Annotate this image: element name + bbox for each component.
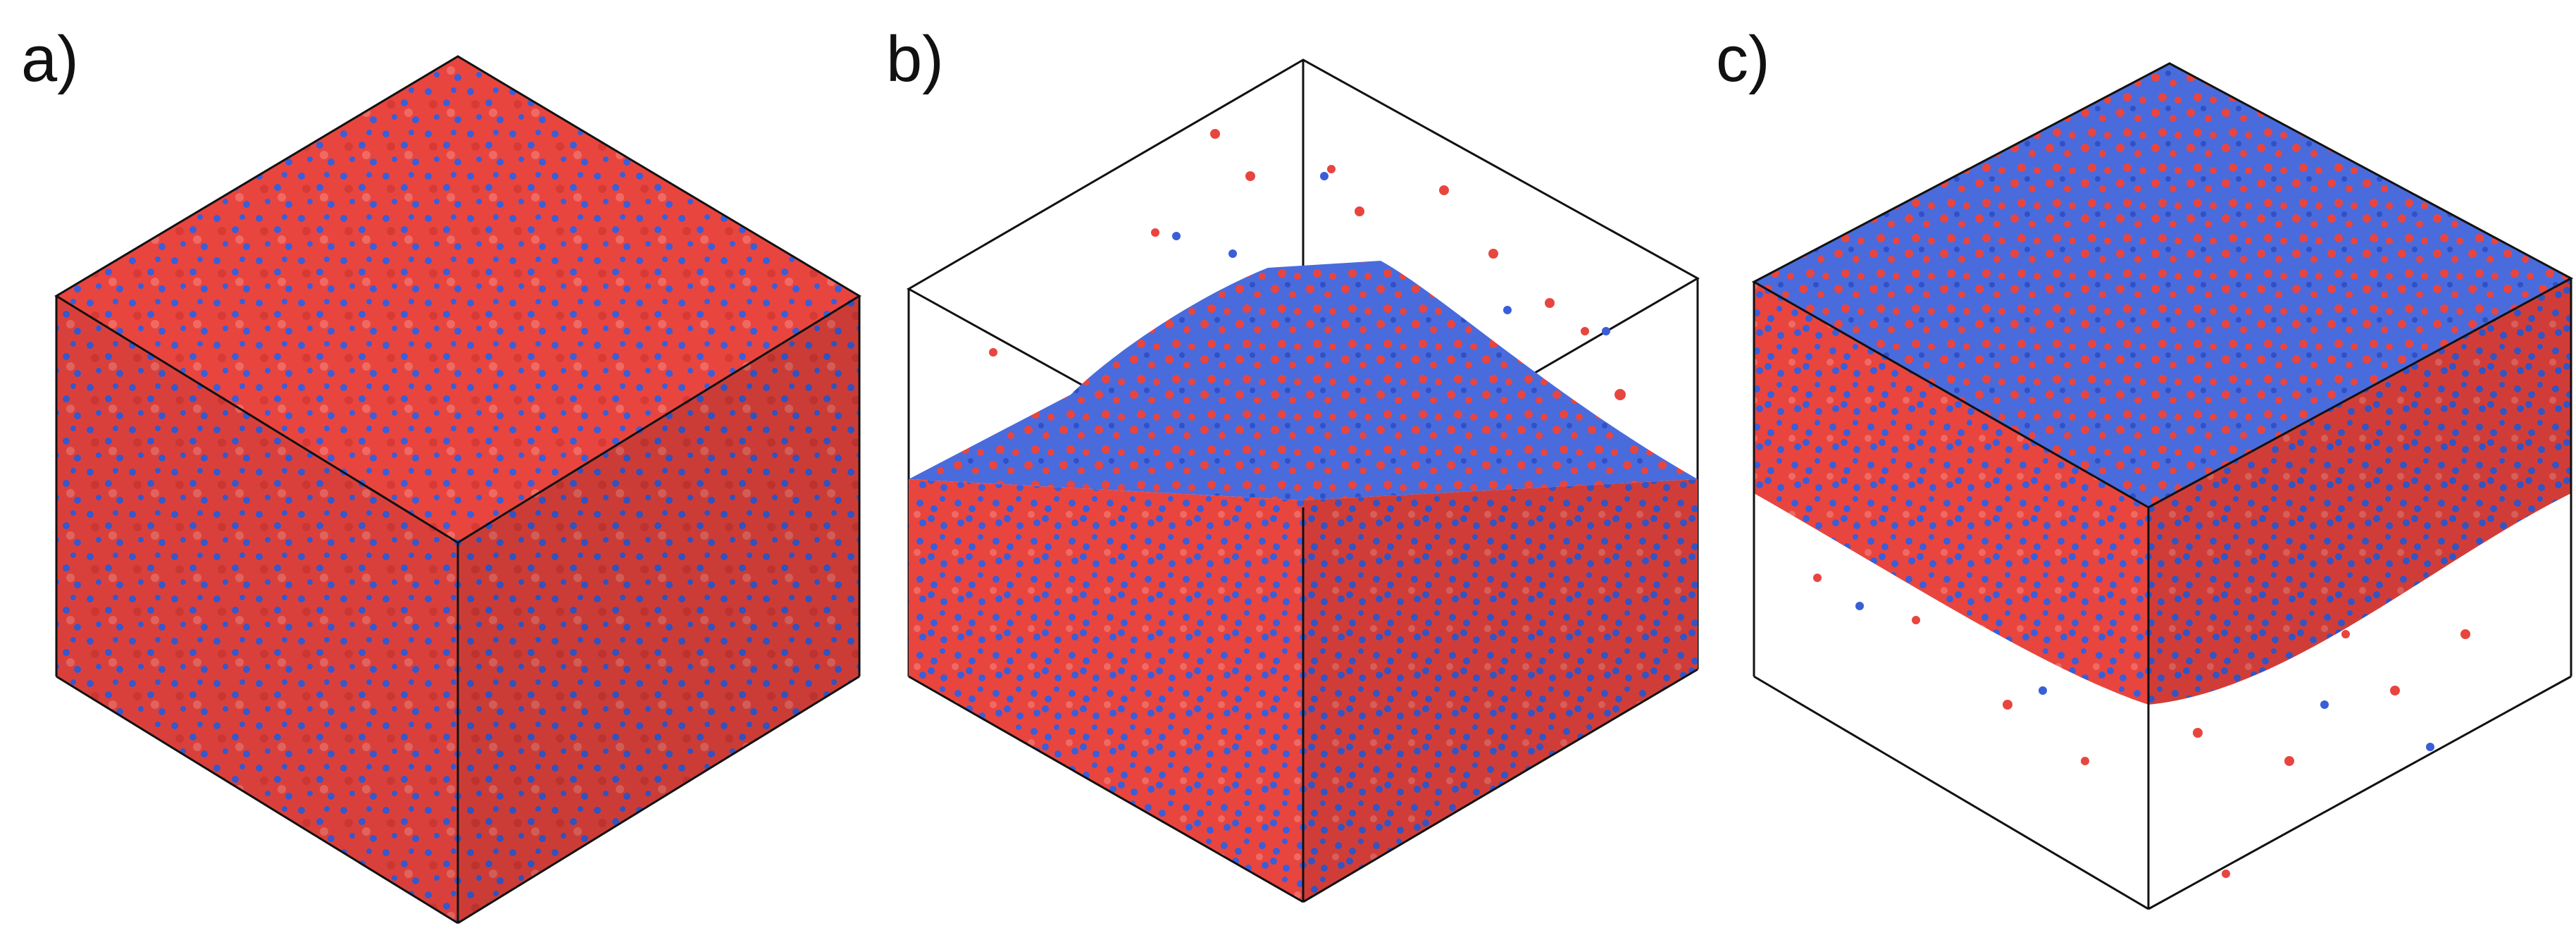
panel-label-b: b) (886, 23, 944, 95)
panel-a-cube (54, 55, 861, 924)
panel-label-a: a) (21, 23, 79, 95)
panel-b-box (906, 58, 1700, 903)
panel-c-box (1751, 62, 2574, 910)
panel-label-c: c) (1716, 23, 1770, 95)
